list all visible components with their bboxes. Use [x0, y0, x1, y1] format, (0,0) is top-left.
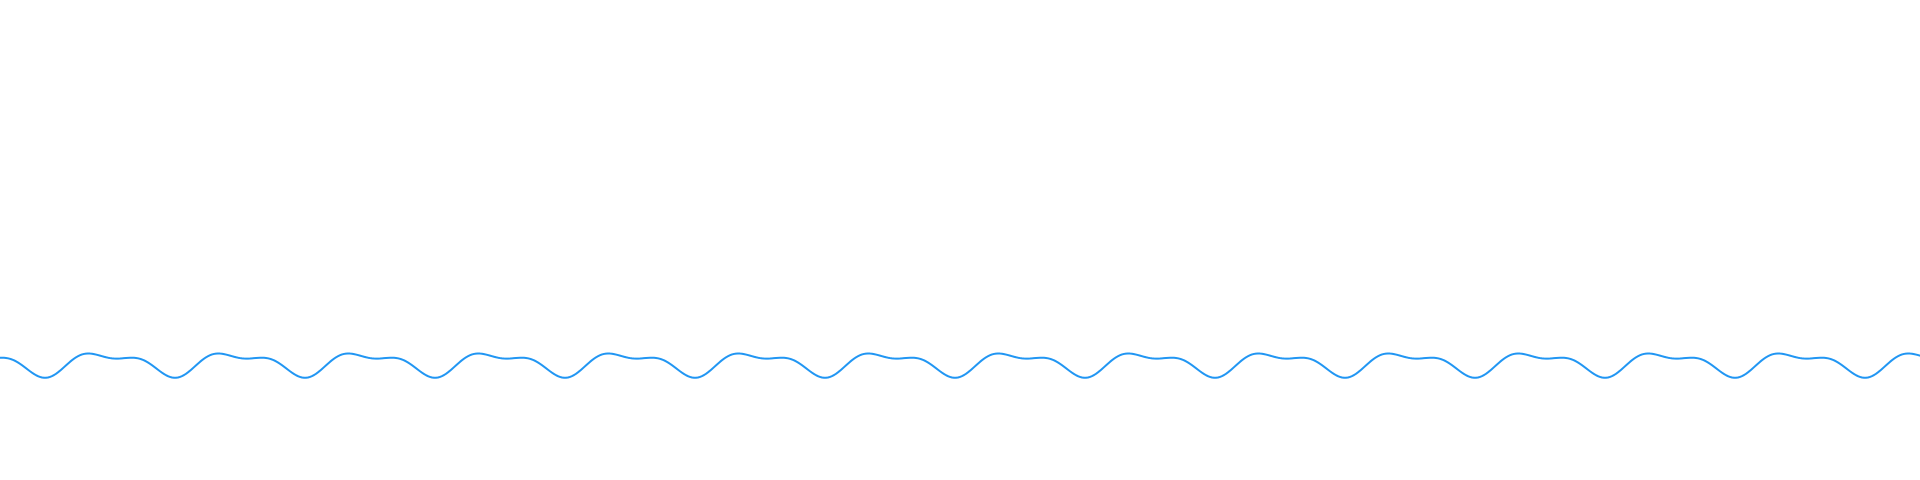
wave-line [0, 352, 1920, 379]
